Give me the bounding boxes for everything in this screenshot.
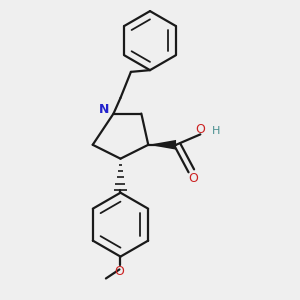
Text: O: O: [195, 123, 205, 136]
Polygon shape: [148, 140, 176, 150]
Text: H: H: [212, 126, 220, 136]
Text: O: O: [188, 172, 198, 185]
Text: N: N: [99, 103, 109, 116]
Text: O: O: [114, 265, 124, 278]
